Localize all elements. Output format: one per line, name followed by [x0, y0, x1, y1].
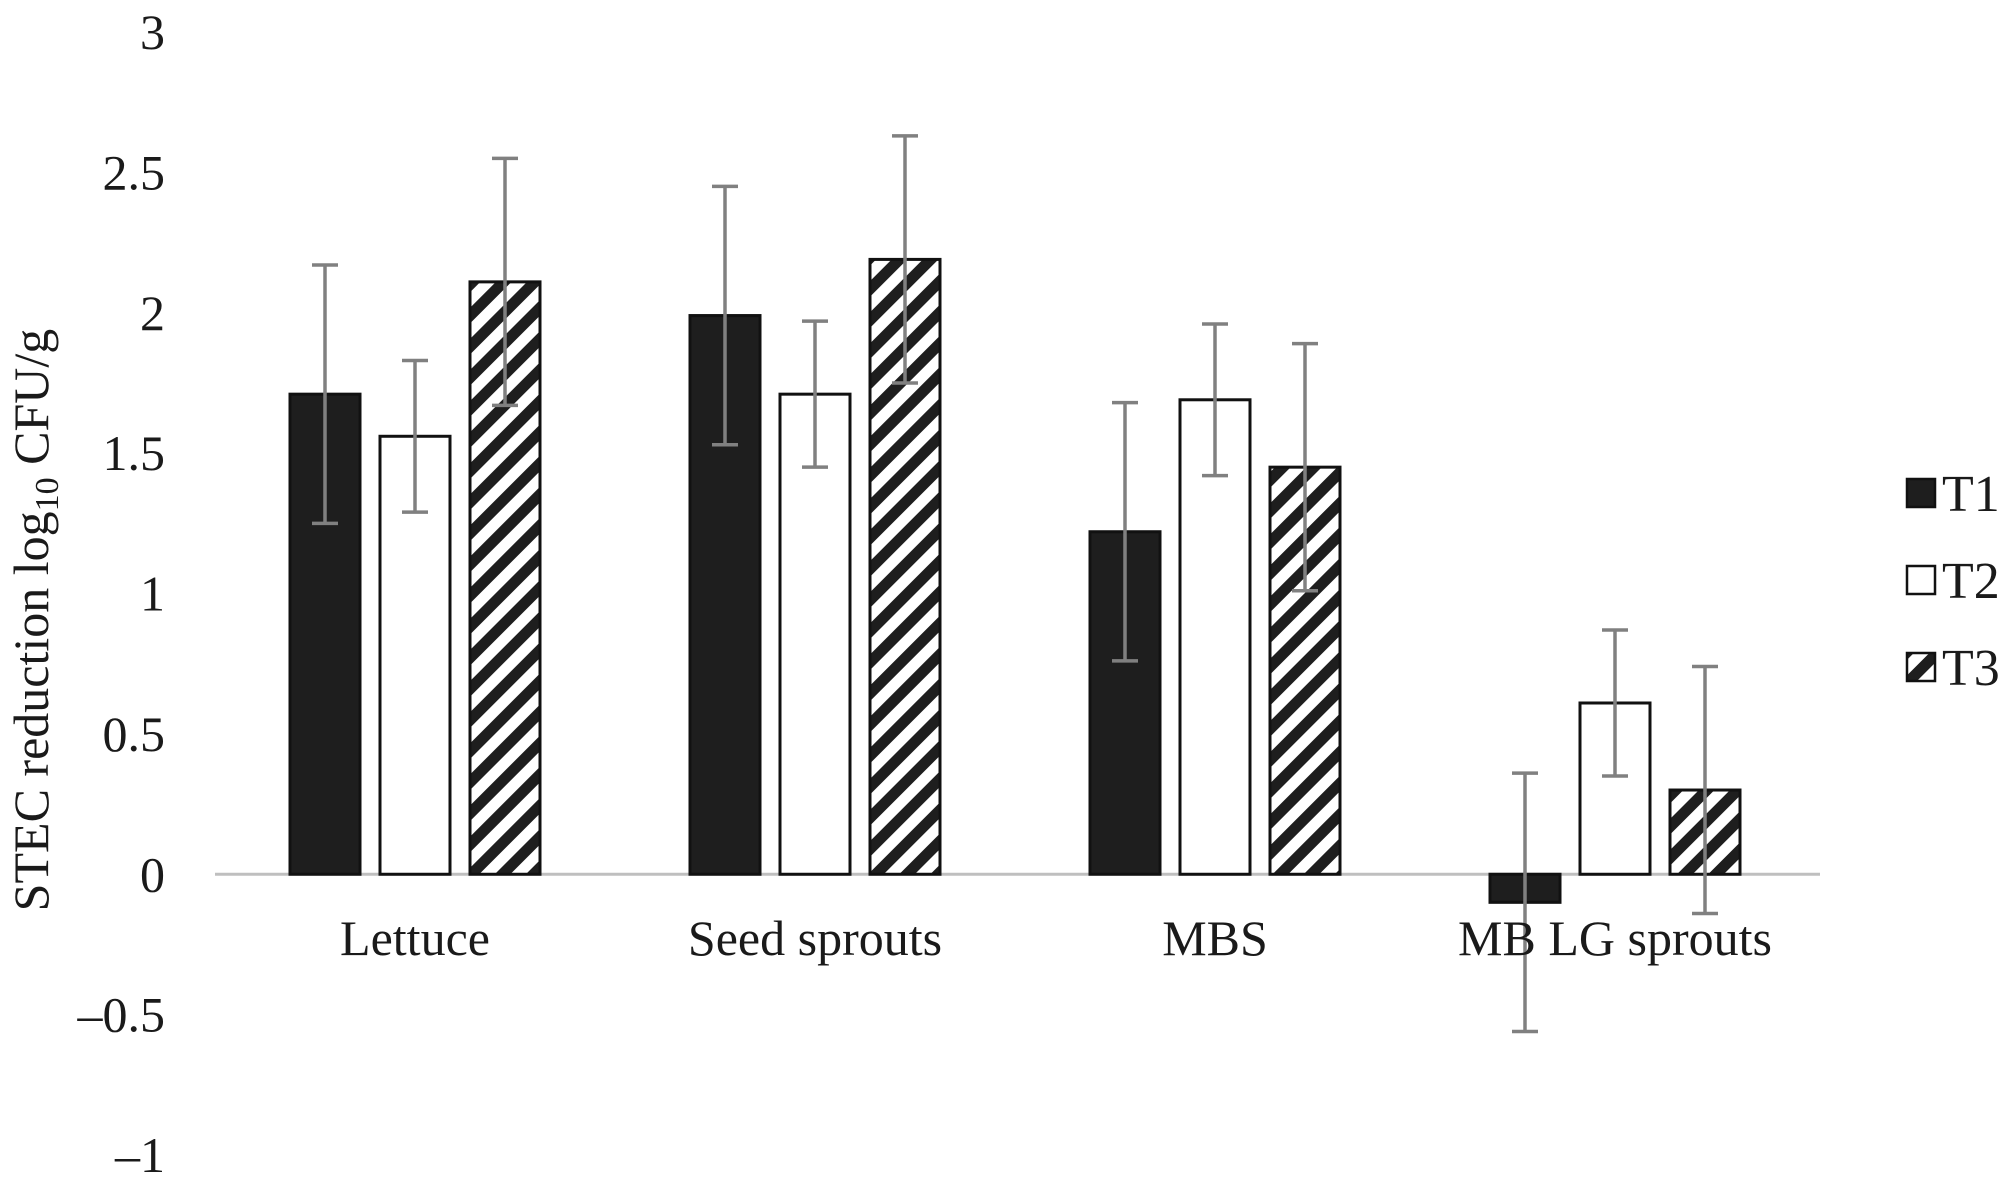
- bar-t2: [1178, 398, 1252, 876]
- error-bar: [802, 319, 828, 469]
- y-tick-label: 1: [140, 566, 165, 622]
- category-label: MBS: [1162, 910, 1268, 966]
- legend: T1 T2 T3: [1905, 466, 2000, 697]
- error-bar: [1512, 771, 1538, 1034]
- y-tick-label: 2: [140, 285, 165, 341]
- category-labels: Lettuce Seed sprouts MBS MB LG sprouts: [340, 910, 1772, 966]
- y-axis-title-subscript: 10: [29, 477, 66, 511]
- error-bar: [492, 156, 518, 408]
- legend-label: T1: [1942, 466, 2000, 523]
- y-tick-label: 1.5: [103, 425, 166, 481]
- category-label: Lettuce: [340, 910, 490, 966]
- y-axis-title-prefix: STEC reduction log: [3, 511, 59, 911]
- y-axis-title: STEC reduction log10 CFU/g: [3, 329, 66, 912]
- bars-layer: [288, 257, 1742, 904]
- legend-label: T2: [1942, 553, 2000, 610]
- y-tick-label: 3: [140, 4, 165, 60]
- y-tick-label: 0: [140, 846, 165, 902]
- legend-item-t1: T1: [1905, 466, 2000, 523]
- y-axis-title-suffix: CFU/g: [3, 329, 59, 478]
- legend-swatch: [1905, 564, 1937, 596]
- error-bar: [312, 263, 338, 526]
- legend-item-t2: T2: [1905, 553, 2000, 610]
- category-label: MB LG sprouts: [1458, 910, 1772, 966]
- y-tick-label: 0.5: [103, 706, 166, 762]
- bar-t2: [778, 392, 852, 876]
- y-tick-label: –1: [114, 1127, 165, 1181]
- error-bar: [1292, 341, 1318, 593]
- error-bar: [892, 134, 918, 385]
- error-bar: [1112, 400, 1138, 663]
- error-bar: [712, 184, 738, 447]
- svg-text:STEC reduction log10 CFU/g: STEC reduction log10 CFU/g: [3, 329, 66, 912]
- y-tick-label: 2.5: [103, 144, 166, 200]
- legend-item-t3: T3: [1905, 640, 2000, 697]
- error-bar: [402, 358, 428, 514]
- error-bar: [1202, 322, 1228, 478]
- error-bars-layer: [312, 134, 1718, 1034]
- legend-label: T3: [1942, 640, 2000, 697]
- legend-swatch: [1905, 477, 1937, 509]
- error-bar: [1692, 664, 1718, 916]
- category-label: Seed sprouts: [688, 910, 942, 966]
- y-tick-label: –0.5: [77, 987, 166, 1043]
- y-tick-labels: 3 2.5 2 1.5 1 0.5 0 –0.5 –1: [77, 4, 166, 1181]
- legend-swatch: [1905, 651, 1937, 683]
- bar-t1: [688, 314, 762, 876]
- error-bar: [1602, 628, 1628, 778]
